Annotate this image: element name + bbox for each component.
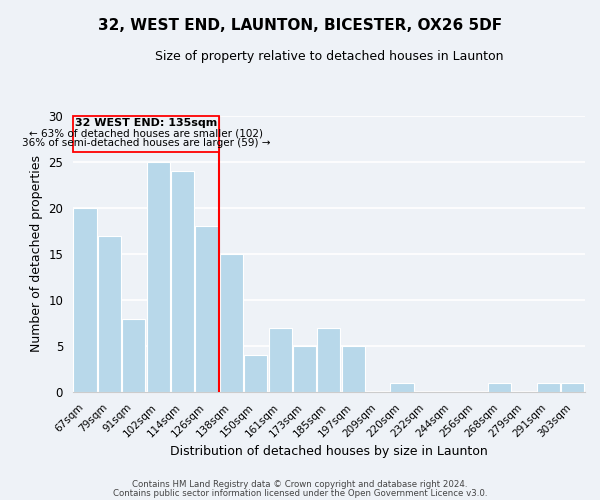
Bar bbox=[342, 346, 365, 393]
Bar bbox=[488, 383, 511, 392]
Bar bbox=[171, 171, 194, 392]
Bar bbox=[293, 346, 316, 393]
Text: Contains public sector information licensed under the Open Government Licence v3: Contains public sector information licen… bbox=[113, 488, 487, 498]
Bar bbox=[122, 318, 145, 392]
Bar bbox=[220, 254, 243, 392]
Bar bbox=[196, 226, 218, 392]
Bar bbox=[146, 162, 170, 392]
Bar bbox=[269, 328, 292, 392]
Bar bbox=[73, 208, 97, 392]
Bar bbox=[317, 328, 340, 392]
Text: 32 WEST END: 135sqm: 32 WEST END: 135sqm bbox=[75, 118, 217, 128]
Bar bbox=[98, 236, 121, 392]
Bar bbox=[561, 383, 584, 392]
Text: Contains HM Land Registry data © Crown copyright and database right 2024.: Contains HM Land Registry data © Crown c… bbox=[132, 480, 468, 489]
Y-axis label: Number of detached properties: Number of detached properties bbox=[29, 156, 43, 352]
Bar bbox=[537, 383, 560, 392]
Bar bbox=[244, 356, 268, 393]
Text: 36% of semi-detached houses are larger (59) →: 36% of semi-detached houses are larger (… bbox=[22, 138, 270, 148]
X-axis label: Distribution of detached houses by size in Launton: Distribution of detached houses by size … bbox=[170, 444, 488, 458]
Text: 32, WEST END, LAUNTON, BICESTER, OX26 5DF: 32, WEST END, LAUNTON, BICESTER, OX26 5D… bbox=[98, 18, 502, 32]
Bar bbox=[391, 383, 413, 392]
Text: ← 63% of detached houses are smaller (102): ← 63% of detached houses are smaller (10… bbox=[29, 128, 263, 138]
Title: Size of property relative to detached houses in Launton: Size of property relative to detached ho… bbox=[155, 50, 503, 63]
FancyBboxPatch shape bbox=[73, 116, 219, 152]
